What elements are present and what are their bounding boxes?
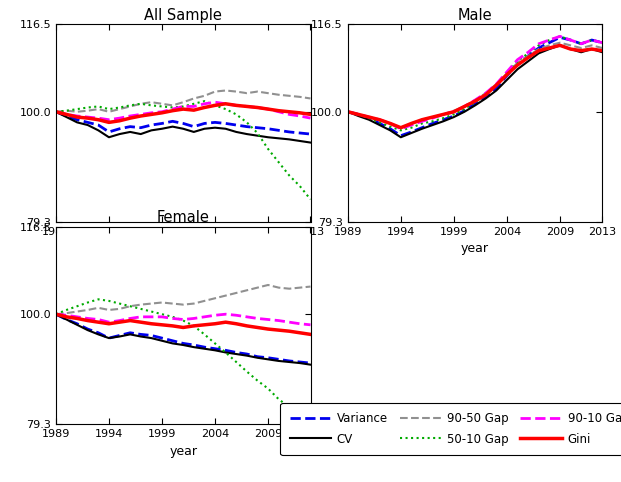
Title: Male: Male: [458, 8, 492, 23]
Title: Female: Female: [156, 210, 210, 226]
Legend: Variance, CV, 90-50 Gap, 50-10 Gap, 90-10 Gap, Gini: Variance, CV, 90-50 Gap, 50-10 Gap, 90-1…: [280, 403, 621, 455]
X-axis label: year: year: [169, 242, 197, 255]
X-axis label: year: year: [169, 444, 197, 457]
X-axis label: year: year: [461, 242, 489, 255]
Title: All Sample: All Sample: [144, 8, 222, 23]
